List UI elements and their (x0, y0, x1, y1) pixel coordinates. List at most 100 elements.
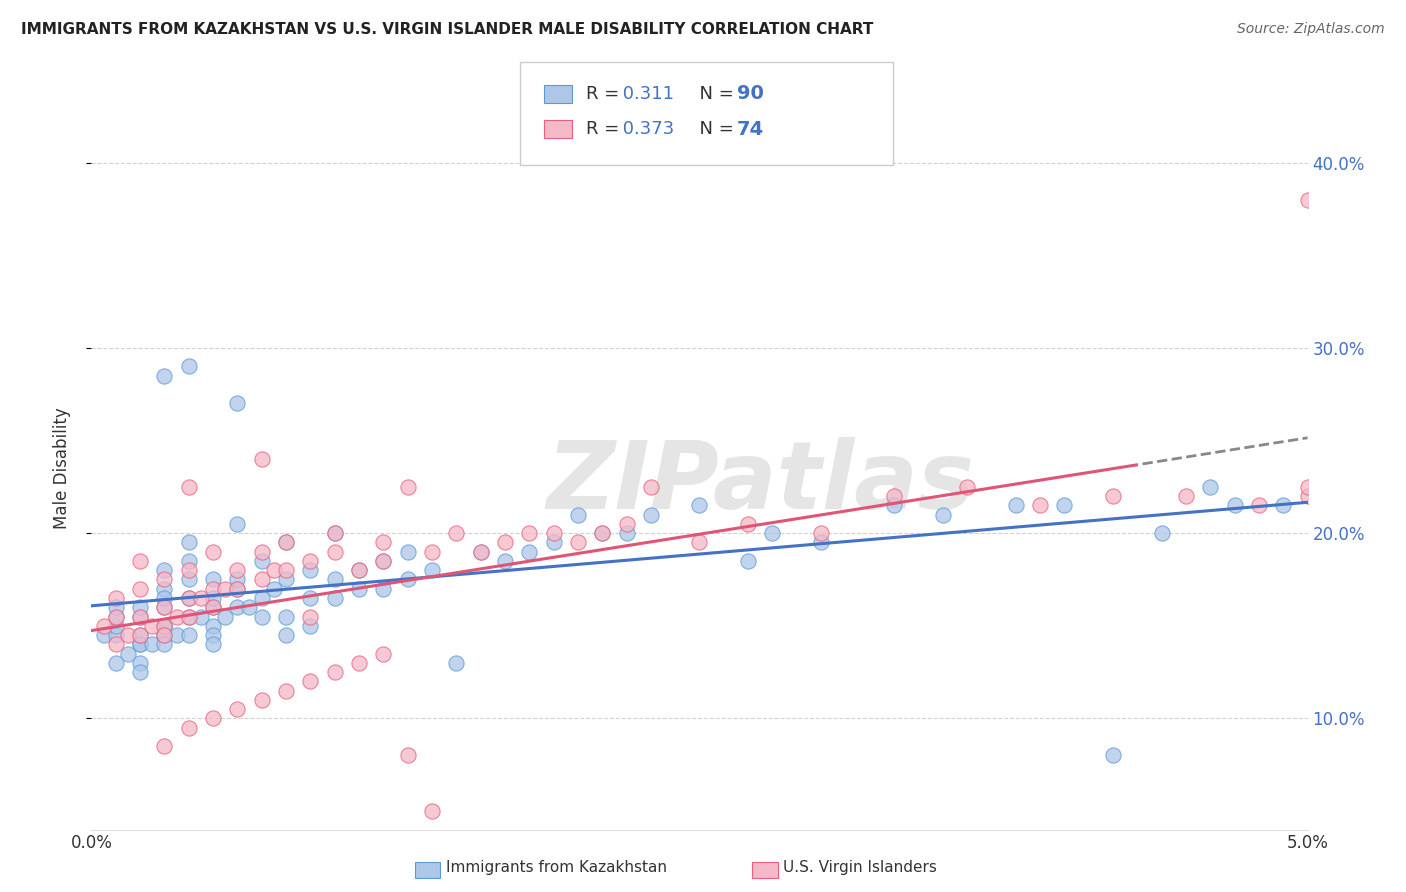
Point (202, 711, 225, 725)
Point (494, 535, 516, 549)
Point (226, 582, 249, 596)
Point (202, 600, 225, 615)
Point (737, 554, 759, 568)
Point (129, 637, 152, 651)
Point (250, 693, 273, 707)
Point (323, 544, 346, 558)
Point (104, 609, 127, 624)
Point (202, 637, 225, 651)
Point (883, 499, 905, 513)
Point (737, 516, 759, 531)
Point (104, 656, 127, 670)
Point (688, 535, 710, 549)
Point (177, 609, 200, 624)
Text: 90: 90 (737, 84, 763, 103)
Point (517, 526, 540, 541)
Point (1150, 526, 1173, 541)
Point (274, 535, 297, 549)
Point (396, 573, 419, 587)
Point (202, 544, 225, 558)
Point (396, 748, 419, 763)
Point (373, 647, 395, 661)
Text: Immigrants from Kazakhstan: Immigrants from Kazakhstan (446, 860, 666, 874)
Point (250, 609, 273, 624)
Point (153, 619, 176, 633)
Point (129, 609, 152, 624)
Point (93, 619, 115, 633)
Point (250, 591, 273, 605)
Point (226, 563, 249, 577)
Point (956, 480, 979, 494)
Point (396, 544, 419, 558)
Point (153, 600, 176, 615)
Point (470, 544, 492, 558)
Point (214, 582, 236, 596)
Point (396, 480, 419, 494)
Point (117, 628, 139, 642)
Point (153, 563, 176, 577)
Point (347, 656, 370, 670)
Point (810, 526, 832, 541)
Text: 74: 74 (737, 120, 763, 139)
Point (153, 628, 176, 642)
Point (543, 535, 565, 549)
Text: N =: N = (688, 85, 740, 103)
Point (153, 368, 176, 383)
Point (517, 544, 540, 558)
Point (567, 535, 589, 549)
Point (810, 535, 832, 549)
Point (373, 554, 395, 568)
Point (591, 526, 613, 541)
Point (263, 563, 285, 577)
Point (323, 526, 346, 541)
Point (177, 563, 200, 577)
Point (250, 452, 273, 467)
Point (141, 637, 163, 651)
Point (153, 628, 176, 642)
Point (226, 516, 249, 531)
Point (153, 573, 176, 587)
Point (226, 582, 249, 596)
Point (141, 619, 163, 633)
Point (1272, 499, 1295, 513)
Point (274, 628, 297, 642)
Point (177, 359, 200, 374)
Point (1296, 489, 1319, 503)
Point (250, 554, 273, 568)
Text: 0.373: 0.373 (617, 120, 675, 138)
Point (177, 554, 200, 568)
Point (444, 656, 467, 670)
Point (166, 628, 188, 642)
Point (129, 554, 152, 568)
Point (104, 619, 127, 633)
Point (177, 628, 200, 642)
Point (688, 499, 710, 513)
Point (299, 554, 322, 568)
Point (153, 582, 176, 596)
Point (129, 637, 152, 651)
Point (129, 628, 152, 642)
Text: Source: ZipAtlas.com: Source: ZipAtlas.com (1237, 22, 1385, 37)
Point (250, 544, 273, 558)
Point (1223, 499, 1246, 513)
Point (202, 619, 225, 633)
Point (1296, 193, 1319, 207)
Point (202, 582, 225, 596)
Point (274, 609, 297, 624)
Point (202, 628, 225, 642)
Point (153, 628, 176, 642)
Point (177, 535, 200, 549)
Point (1174, 489, 1197, 503)
Point (214, 609, 236, 624)
Text: N =: N = (688, 120, 740, 138)
Text: 0.311: 0.311 (617, 85, 675, 103)
Point (567, 508, 589, 522)
Point (1004, 499, 1026, 513)
Point (373, 582, 395, 596)
Point (153, 600, 176, 615)
Point (129, 628, 152, 642)
Point (153, 591, 176, 605)
Point (226, 573, 249, 587)
Point (373, 535, 395, 549)
Point (420, 804, 443, 818)
